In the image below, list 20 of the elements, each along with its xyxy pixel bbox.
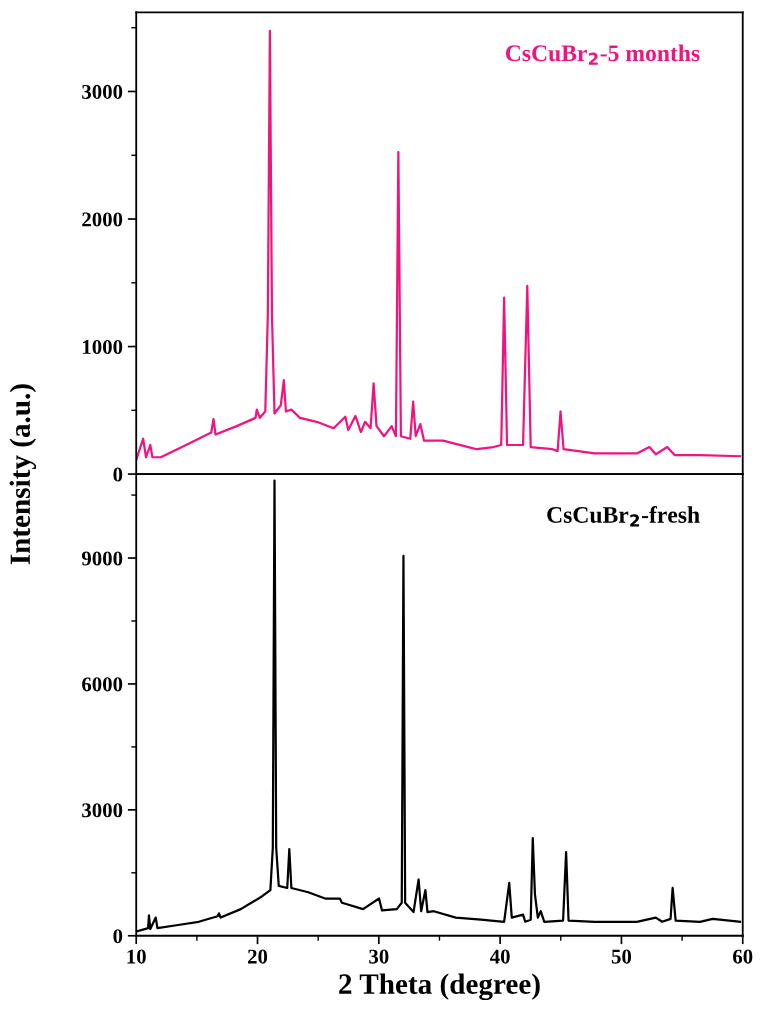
- y-tick-label: 2000: [82, 212, 123, 227]
- x-tick-label: 20: [247, 949, 268, 964]
- y-tick-label: 3000: [82, 803, 123, 818]
- y-tick-label: 1000: [83, 339, 123, 354]
- text: CsCuBr$_{2}$-fresh: [547, 506, 700, 527]
- x-tick-label: 50: [611, 949, 632, 964]
- text: CsCuBr$_{2}$-5 months: [505, 44, 700, 65]
- x-tick-label: 60: [733, 949, 753, 964]
- y-tick-label: 3000: [82, 84, 123, 99]
- x-tick-label: 10: [127, 949, 146, 964]
- y-tick-label: 9000: [81, 551, 123, 566]
- y-tick-label: 6000: [82, 677, 123, 692]
- y-axis-title: Intensity (a.u.): [9, 384, 37, 565]
- x-tick-label: 40: [490, 949, 510, 964]
- line-series: [136, 29, 742, 461]
- x-tick-label: 30: [369, 949, 389, 964]
- y-tick-label: 0: [113, 929, 123, 944]
- x-axis-title: 2 Theta (degree): [339, 973, 540, 1001]
- y-tick-label: 0: [113, 467, 123, 482]
- line-series: [136, 479, 742, 933]
